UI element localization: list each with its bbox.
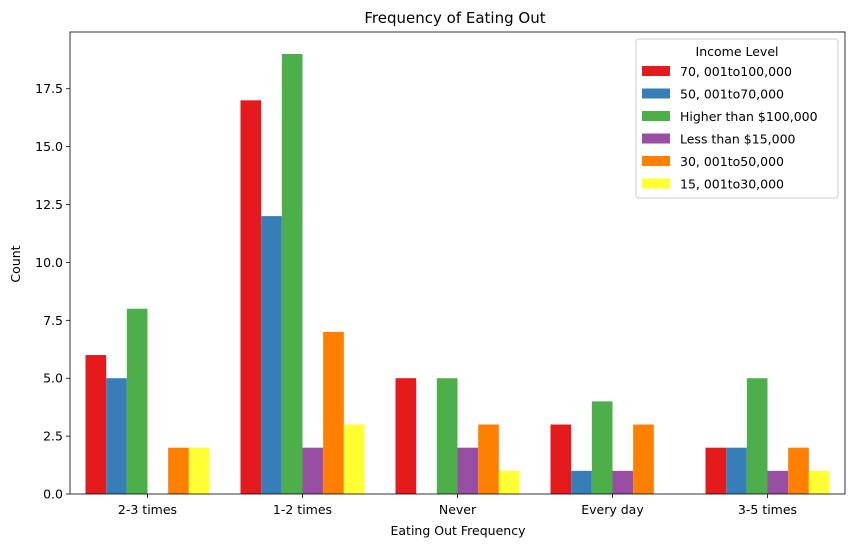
y-axis: 0.0 2.5 5.0 7.5 10.0 12.5 15.0 17.5 — [35, 81, 70, 502]
y-axis-label: Count — [8, 245, 23, 282]
legend-label: 30, 001to50,000 — [680, 154, 784, 169]
bar — [767, 470, 789, 494]
legend-swatch — [642, 156, 670, 166]
y-tick-label: 15.0 — [35, 139, 63, 154]
legend-box — [635, 38, 839, 199]
y-tick-label: 12.5 — [35, 197, 63, 212]
bar — [705, 447, 727, 494]
bar — [106, 378, 127, 494]
bar — [726, 447, 747, 494]
bar — [808, 470, 830, 494]
bar — [281, 54, 303, 494]
x-tick-label: Every day — [581, 502, 644, 517]
x-tick-label: 2-3 times — [118, 502, 177, 517]
bar — [571, 470, 592, 494]
x-axis-label: Eating Out Frequency — [391, 523, 527, 538]
bar — [478, 424, 499, 494]
bar — [323, 331, 344, 494]
bar — [612, 470, 634, 494]
legend-swatch — [642, 66, 670, 76]
x-axis: 2-3 times 1-2 times Never Every day 3-5 time… — [118, 494, 797, 517]
y-tick-label: 17.5 — [35, 81, 63, 96]
bar — [302, 447, 324, 494]
legend: Income Level 70, 001to100,000 50, 001to70,… — [635, 38, 839, 199]
legend-label: Less than $15,000 — [680, 132, 796, 147]
legend-swatch — [642, 133, 670, 144]
y-tick-label: 10.0 — [35, 255, 63, 270]
bar — [457, 447, 479, 494]
bar — [395, 378, 417, 494]
chart-title: Frequency of Eating Out — [364, 9, 545, 27]
bar — [550, 424, 572, 494]
bar — [498, 470, 520, 494]
x-tick-label: Never — [439, 502, 477, 517]
plot-area — [69, 31, 846, 495]
legend-label: 70, 001to100,000 — [680, 64, 792, 79]
legend-label: 50, 001to70,000 — [680, 87, 784, 102]
bar — [126, 308, 148, 494]
legend-swatch — [642, 111, 670, 121]
bar — [788, 447, 809, 494]
legend-title: Income Level — [696, 44, 779, 59]
y-tick-label: 0.0 — [43, 487, 63, 502]
bar — [188, 447, 210, 494]
bar — [591, 401, 613, 494]
bar — [343, 424, 365, 494]
bar — [436, 378, 458, 494]
x-tick-label: 3-5 times — [738, 502, 797, 517]
legend-swatch — [642, 178, 670, 189]
bar — [168, 447, 189, 494]
y-tick-label: 7.5 — [43, 313, 63, 328]
bar — [261, 216, 282, 495]
legend-swatch — [642, 88, 670, 99]
bar — [85, 355, 107, 494]
x-tick-label: 1-2 times — [273, 502, 332, 517]
y-tick-label: 2.5 — [43, 429, 63, 444]
bar — [633, 424, 654, 494]
y-tick-label: 5.0 — [43, 371, 63, 386]
bar — [240, 100, 262, 494]
bar — [746, 378, 768, 494]
legend-label: 15, 001to30,000 — [680, 177, 784, 192]
legend-label: Higher than $100,000 — [680, 109, 818, 124]
